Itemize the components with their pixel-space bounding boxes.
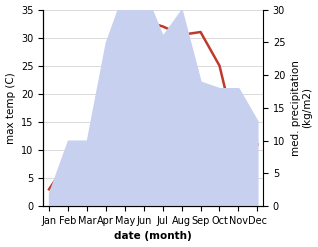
X-axis label: date (month): date (month) [114, 231, 192, 242]
Y-axis label: med. precipitation
(kg/m2): med. precipitation (kg/m2) [291, 60, 313, 156]
Y-axis label: max temp (C): max temp (C) [5, 72, 16, 144]
